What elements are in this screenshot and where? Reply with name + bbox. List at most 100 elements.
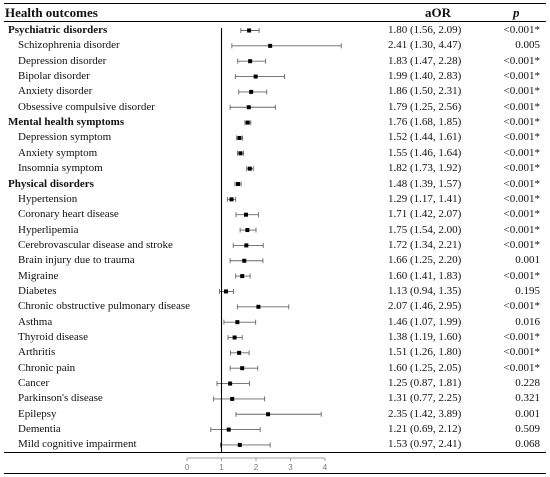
outcome-label: Anxiety disorder [18,85,93,98]
table-row: Cerebrovascular disease and stroke 1.72 (… [0,238,550,253]
point-estimate [228,381,233,386]
point-estimate [256,304,261,309]
p-value: 0.195 [515,284,540,297]
table-row: Schizophrenia disorder 2.41 (1.30, 4.47) 0… [0,38,550,53]
aor-value: 1.83 (1.47, 2.28) [388,54,462,67]
x-tick-label: 2 [254,463,259,472]
point-estimate [235,320,240,325]
outcome-label: Diabetes [18,284,57,297]
point-estimate [237,350,242,355]
outcome-label: Migraine [18,269,59,282]
aor-value: 1.79 (1.25, 2.56) [388,100,462,113]
point-estimate [230,396,235,401]
outcome-label: Mild cognitive impairment [18,438,137,451]
table-row: Asthma 1.46 (1.07, 1.99) 0.016 [0,315,550,330]
p-value: <0.001* [503,300,540,313]
point-estimate [247,166,252,171]
p-value: 0.321 [515,392,540,405]
aor-value: 1.66 (1.25, 2.20) [388,254,462,267]
table-row: Depression disorder 1.83 (1.47, 2.28) <0.0… [0,54,550,69]
category-row: Mental health symptoms 1.76 (1.68, 1.85) <… [0,115,550,130]
point-estimate [236,182,241,186]
aor-value: 1.82 (1.73, 1.92) [388,162,462,175]
aor-value: 1.55 (1.46, 1.64) [388,146,462,159]
aor-value: 1.75 (1.54, 2.00) [388,223,462,236]
aor-value: 1.46 (1.07, 1.99) [388,315,462,328]
aor-value: 1.76 (1.68, 1.85) [388,116,462,129]
p-value: <0.001* [503,85,540,98]
outcome-label: Depression symptom [18,131,112,144]
point-estimate [237,442,242,447]
outcome-label: Dementia [18,423,61,436]
p-value: <0.001* [503,331,540,343]
outcome-label: Depression disorder [18,54,107,67]
x-tick-label: 1 [219,463,224,472]
aor-value: 1.60 (1.25, 2.05) [388,361,462,374]
point-estimate [232,335,237,340]
aor-value: 1.53 (0.97, 2.41) [388,438,462,451]
table-row: Anxiety disorder 1.86 (1.50, 2.31) <0.001* [0,84,550,99]
outcome-label: Hypertension [18,192,78,205]
table-row: Brain injury due to trauma 1.66 (1.25, 2.… [0,253,550,268]
category-row: Psychiatric disorders 1.80 (1.56, 2.09) <0… [0,23,550,38]
aor-value: 1.13 (0.94, 1.35) [388,284,462,297]
table-row: Chronic obstructive pulmonary disease 2.0… [0,299,550,314]
p-value: <0.001* [503,361,540,374]
point-estimate [266,412,271,417]
aor-value: 2.35 (1.42, 3.89) [388,407,462,420]
outcome-label: Bipolar disorder [18,70,90,83]
table-row: Chronic pain 1.60 (1.25, 2.05) <0.001* [0,361,550,376]
outcome-label: Obsessive compulsive disorder [18,100,155,113]
aor-value: 1.48 (1.39, 1.57) [388,177,462,190]
table-top-rule [4,3,546,4]
point-estimate [245,120,250,125]
point-estimate [238,151,243,156]
p-value: <0.001* [503,162,540,175]
p-value: 0.509 [515,423,540,436]
x-tick-label: 3 [288,463,293,472]
x-tick-label: 4 [323,463,328,472]
aor-value: 1.38 (1.19, 1.60) [388,331,462,343]
aor-value: 1.72 (1.34, 2.21) [388,238,462,251]
point-estimate [240,366,245,371]
p-value: 0.228 [515,377,540,390]
point-estimate [237,135,242,140]
table-row: Coronary heart disease 1.71 (1.42, 2.07) <… [0,207,550,222]
outcome-label: Chronic obstructive pulmonary disease [18,300,190,313]
aor-value: 1.71 (1.42, 2.07) [388,208,462,221]
aor-value: 1.29 (1.17, 1.41) [388,192,462,205]
outcome-label: Asthma [18,315,53,328]
header-health-outcomes: Health outcomes [5,5,98,20]
table-row: Bipolar disorder 1.99 (1.40, 2.83) <0.001* [0,69,550,84]
header-aor: aOR [425,5,451,20]
table-row: Parkinson's disease 1.31 (0.77, 2.25) 0.32… [0,391,550,406]
table-row: Thyroid disease 1.38 (1.19, 1.60) <0.001* [0,330,550,345]
table-row: Insomnia symptom 1.82 (1.73, 1.92) <0.001* [0,161,550,176]
point-estimate [223,289,228,294]
p-value: 0.001 [515,407,540,420]
point-estimate [247,28,252,33]
p-value: <0.001* [503,100,540,113]
p-value: <0.001* [503,131,540,144]
p-value: <0.001* [503,192,540,205]
outcome-label: Cerebrovascular disease and stroke [18,238,173,251]
point-estimate [240,274,245,279]
point-estimate [226,427,231,432]
point-estimate [249,89,254,94]
outcome-label: Schizophrenia disorder [18,39,120,52]
header-bottom-rule [4,21,546,22]
p-value: <0.001* [503,223,540,236]
outcome-label: Epilepsy [18,407,57,420]
p-value: <0.001* [503,269,540,282]
aor-value: 1.86 (1.50, 2.31) [388,85,462,98]
p-value: 0.068 [515,438,540,451]
p-value: <0.001* [503,146,540,159]
aor-value: 1.21 (0.69, 2.12) [388,423,462,436]
table-row: Arthritis 1.51 (1.26, 1.80) <0.001* [0,345,550,360]
table-row: Diabetes 1.13 (0.94, 1.35) 0.195 [0,284,550,299]
point-estimate [248,59,253,64]
outcome-label: Hyperlipemia [18,223,79,236]
x-tick-label: 0 [185,463,190,472]
table-row: Migraine 1.60 (1.41, 1.83) <0.001* [0,269,550,284]
